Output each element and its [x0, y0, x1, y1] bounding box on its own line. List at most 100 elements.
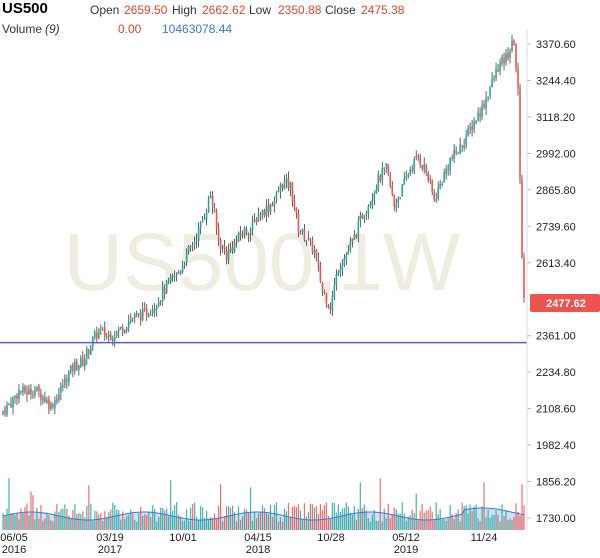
- volume-bar: [279, 517, 282, 530]
- volume-bar: [158, 516, 160, 530]
- low-label: Low: [249, 3, 272, 17]
- candle-body: [66, 378, 68, 382]
- y-tick-label: 3370.60: [536, 39, 576, 51]
- volume-bar: [305, 516, 308, 530]
- volume-bar: [202, 507, 204, 530]
- open-label: Open: [90, 3, 120, 17]
- volume-bar: [345, 502, 347, 530]
- candle-body: [365, 212, 368, 215]
- candle-body: [509, 51, 511, 58]
- candle-body: [98, 328, 100, 339]
- volume-bar: [269, 504, 272, 530]
- candle-body: [104, 327, 106, 337]
- candle-body: [239, 232, 242, 236]
- volume-bar: [213, 513, 216, 530]
- volume-bar: [515, 503, 517, 530]
- candle-body: [177, 272, 180, 274]
- candle-body: [263, 209, 266, 216]
- candle-body: [425, 165, 427, 173]
- volume-bar: [122, 511, 124, 530]
- candle-body: [347, 250, 350, 255]
- volume-bar: [106, 517, 108, 530]
- candle-body: [343, 258, 346, 266]
- volume-bar: [271, 516, 274, 530]
- candle-body: [367, 206, 370, 213]
- candle-body: [497, 70, 499, 73]
- x-tick-year: 2016: [2, 544, 26, 556]
- volume-bar: [98, 514, 100, 530]
- candle-body: [385, 162, 388, 167]
- volume-bar: [118, 510, 120, 530]
- volume-bar: [275, 502, 278, 530]
- candle-body: [345, 255, 348, 260]
- candle-body: [205, 211, 208, 219]
- volume-bar: [461, 502, 463, 530]
- candle-body: [301, 228, 304, 232]
- volume-bar: [44, 518, 46, 530]
- volume-bar: [211, 517, 214, 530]
- y-tick-label: 2108.60: [536, 404, 576, 416]
- volume-bar: [233, 512, 236, 530]
- candle-body: [187, 246, 190, 252]
- candle-body: [28, 388, 30, 395]
- close-label: Close: [325, 3, 356, 17]
- volume-bar: [124, 519, 126, 530]
- volume-bar: [249, 487, 252, 530]
- volume-bar: [363, 504, 365, 530]
- volume-bar: [54, 511, 56, 530]
- volume-bar: [206, 510, 208, 530]
- candle-body: [381, 168, 384, 181]
- volume-bar: [413, 513, 415, 530]
- volume-bar: [26, 503, 28, 530]
- candle-body: [155, 306, 158, 310]
- candle-body: [351, 238, 354, 242]
- candle-body: [243, 228, 246, 235]
- candle-body: [469, 127, 471, 129]
- volume-bar: [172, 510, 174, 530]
- candle-body: [325, 293, 328, 304]
- volume-bar: [34, 519, 36, 530]
- candle-body: [453, 149, 455, 160]
- candle-body: [495, 68, 497, 78]
- candle-body: [189, 246, 192, 248]
- volume-bar: [12, 513, 14, 530]
- candle-body: [241, 234, 244, 236]
- volume-bar: [50, 520, 52, 530]
- candle-body: [56, 399, 58, 402]
- candle-body: [267, 204, 270, 212]
- x-tick-label: 11/24: [471, 532, 498, 544]
- volume-bar: [283, 508, 286, 530]
- candle-body: [333, 285, 336, 297]
- volume-bar: [347, 506, 349, 530]
- candle-body: [179, 271, 182, 274]
- volume-bar: [329, 517, 331, 530]
- candle-body: [435, 199, 437, 201]
- y-tick-label: 3244.40: [536, 75, 576, 87]
- volume-bar: [443, 518, 445, 530]
- candle-body: [217, 228, 220, 241]
- volume-bar: [439, 509, 441, 530]
- volume-bar: [52, 521, 54, 530]
- candle-body: [107, 334, 110, 338]
- candle-body: [141, 308, 144, 320]
- candle-body: [223, 246, 226, 251]
- volume-bar: [259, 511, 262, 530]
- x-tick-label: 03/19: [96, 532, 124, 544]
- volume-bar: [140, 506, 142, 530]
- candle-body: [16, 394, 18, 399]
- volume-bar: [313, 507, 316, 530]
- candle-body: [359, 215, 362, 221]
- volume-bar: [221, 521, 224, 530]
- volume-bar: [503, 515, 505, 530]
- volume-bar: [373, 509, 375, 530]
- candle-body: [479, 113, 481, 117]
- candle-body: [271, 204, 274, 207]
- candle-body: [419, 156, 422, 165]
- candle-body: [161, 287, 164, 301]
- candle-body: [42, 396, 44, 401]
- volume-bar: [285, 511, 288, 530]
- candle-body: [481, 104, 483, 118]
- volume-bar: [102, 520, 104, 530]
- candle-body: [193, 241, 196, 245]
